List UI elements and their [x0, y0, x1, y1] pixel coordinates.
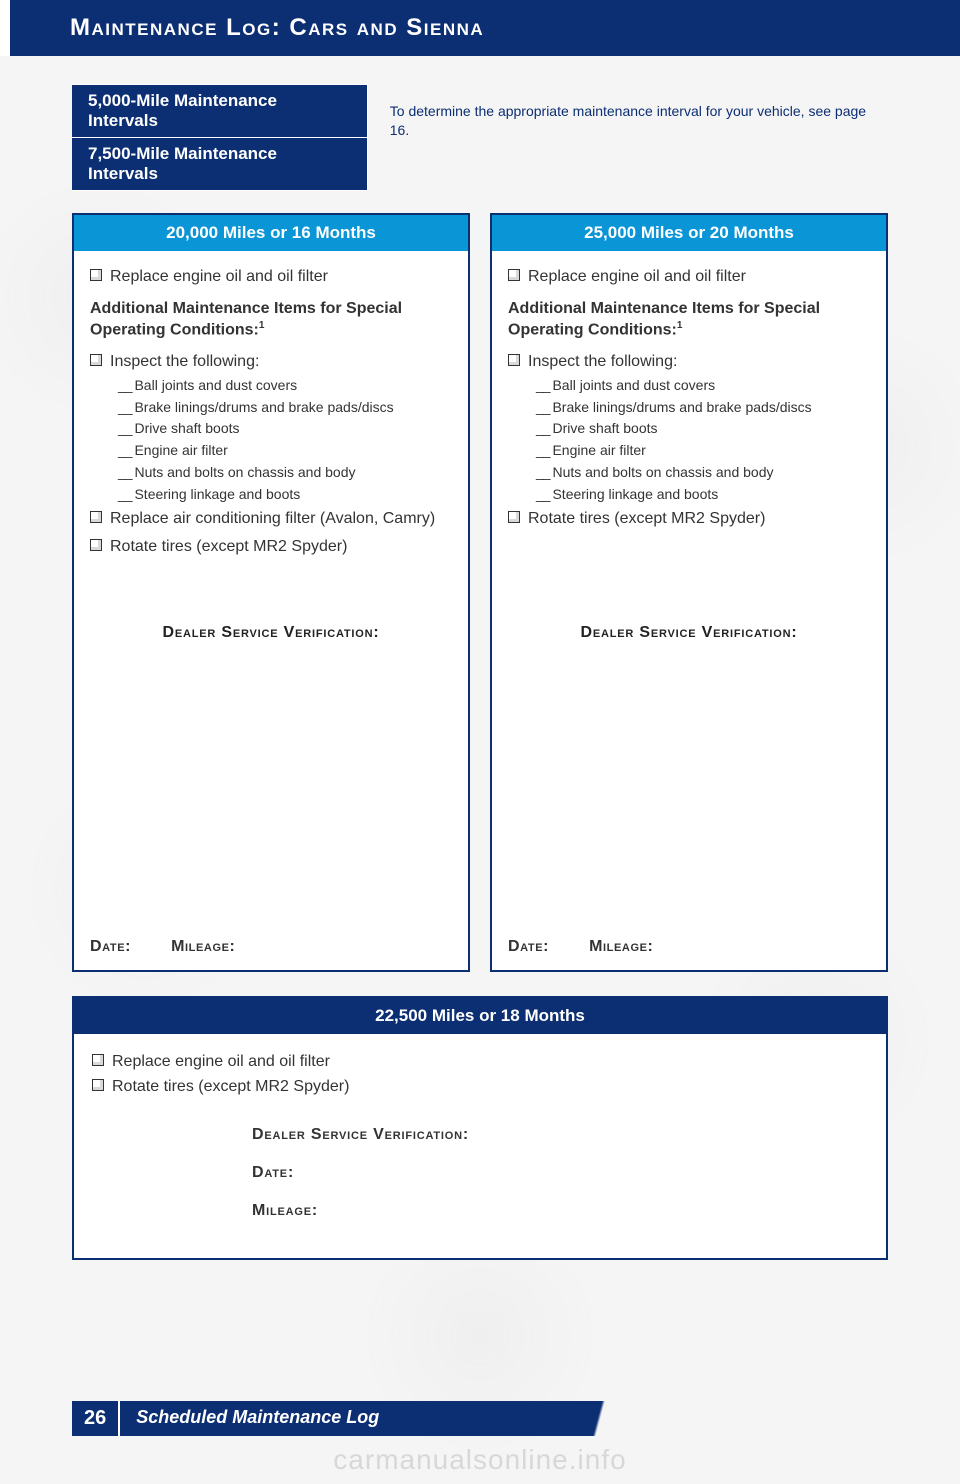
check-item: Rotate tires (except MR2 Spyder): [508, 508, 870, 530]
card-header-25000: 25,000 Miles or 20 Months: [492, 215, 886, 251]
check-item: Inspect the following:: [90, 351, 452, 373]
card-25000: 25,000 Miles or 20 Months Replace engine…: [490, 213, 888, 972]
inspect-item: Engine air filter: [118, 440, 452, 462]
check-text: Replace engine oil and oil filter: [112, 1051, 330, 1073]
inspect-item: Nuts and bolts on chassis and body: [118, 462, 452, 484]
check-item: Replace air conditioning filter (Avalon,…: [90, 508, 452, 530]
check-item: Rotate tires (except MR2 Spyder): [92, 1076, 868, 1098]
interval-badges: 5,000-Mile Maintenance Intervals 7,500-M…: [72, 84, 368, 191]
checkbox-icon: [92, 1054, 104, 1066]
special-heading-text: Additional Maintenance Items for Special…: [90, 300, 402, 339]
source-watermark: carmanualsonline.info: [0, 1444, 960, 1476]
check-text: Replace air conditioning filter (Avalon,…: [110, 508, 435, 530]
check-item: Inspect the following:: [508, 351, 870, 373]
footer-label: Scheduled Maintenance Log: [118, 1401, 599, 1436]
special-heading-text: Additional Maintenance Items for Special…: [508, 300, 820, 339]
checkbox-icon: [508, 269, 520, 281]
inspect-list: Ball joints and dust covers Brake lining…: [536, 375, 870, 505]
verification-label: Dealer Service Verification:: [508, 624, 870, 642]
mileage-label: Mileage:: [589, 938, 870, 956]
checkbox-icon: [90, 354, 102, 366]
inspect-item: Engine air filter: [536, 440, 870, 462]
footer-bar: 26 Scheduled Maintenance Log: [72, 1401, 599, 1436]
check-item: Rotate tires (except MR2 Spyder): [90, 536, 452, 558]
two-column-cards: 20,000 Miles or 16 Months Replace engine…: [72, 213, 888, 972]
check-text: Rotate tires (except MR2 Spyder): [110, 536, 347, 558]
date-label: Date:: [90, 938, 131, 956]
check-text: Replace engine oil and oil filter: [528, 266, 746, 288]
inspect-item: Steering linkage and boots: [536, 484, 870, 506]
inspect-item: Nuts and bolts on chassis and body: [536, 462, 870, 484]
interval-note: To determine the appropriate maintenance…: [390, 84, 888, 140]
card-20000: 20,000 Miles or 16 Months Replace engine…: [72, 213, 470, 972]
date-mileage-row: Date: Mileage:: [90, 938, 452, 956]
interval-badge-5000: 5,000-Mile Maintenance Intervals: [72, 84, 368, 137]
wide-lower-labels: Dealer Service Verification: Date: Milea…: [252, 1126, 868, 1220]
card-body-25000: Replace engine oil and oil filter Additi…: [492, 251, 886, 970]
check-text: Inspect the following:: [528, 351, 677, 373]
inspect-item: Brake linings/drums and brake pads/discs: [536, 397, 870, 419]
check-item: Replace engine oil and oil filter: [90, 266, 452, 288]
inspect-item: Brake linings/drums and brake pads/discs: [118, 397, 452, 419]
page-content: 5,000-Mile Maintenance Intervals 7,500-M…: [0, 84, 960, 1260]
check-item: Replace engine oil and oil filter: [92, 1051, 868, 1073]
spacer: [508, 533, 870, 601]
card-header-22500: 22,500 Miles or 18 Months: [74, 998, 886, 1034]
verification-label: Dealer Service Verification:: [252, 1126, 868, 1144]
spacer: [90, 666, 452, 926]
checkbox-icon: [90, 269, 102, 281]
inspect-item: Drive shaft boots: [118, 418, 452, 440]
card-body-20000: Replace engine oil and oil filter Additi…: [74, 251, 468, 970]
verification-label: Dealer Service Verification:: [90, 624, 452, 642]
checkbox-icon: [508, 354, 520, 366]
card-body-22500: Replace engine oil and oil filter Rotate…: [74, 1034, 886, 1257]
footnote-1: 1: [259, 320, 265, 331]
inspect-item: Ball joints and dust covers: [536, 375, 870, 397]
checkbox-icon: [508, 511, 520, 523]
check-text: Replace engine oil and oil filter: [110, 266, 328, 288]
check-text: Rotate tires (except MR2 Spyder): [112, 1076, 349, 1098]
date-label: Date:: [508, 938, 549, 956]
inspect-list: Ball joints and dust covers Brake lining…: [118, 375, 452, 505]
mileage-label: Mileage:: [252, 1202, 868, 1220]
inspect-item: Ball joints and dust covers: [118, 375, 452, 397]
interval-badge-7500: 7,500-Mile Maintenance Intervals: [72, 137, 368, 191]
footnote-1: 1: [677, 320, 683, 331]
checkbox-icon: [90, 539, 102, 551]
page-number: 26: [72, 1401, 118, 1436]
checkbox-icon: [92, 1079, 104, 1091]
date-label: Date:: [252, 1164, 868, 1182]
mileage-label: Mileage:: [171, 938, 452, 956]
check-text: Inspect the following:: [110, 351, 259, 373]
check-text: Rotate tires (except MR2 Spyder): [528, 508, 765, 530]
check-item: Replace engine oil and oil filter: [508, 266, 870, 288]
inspect-item: Drive shaft boots: [536, 418, 870, 440]
inspect-item: Steering linkage and boots: [118, 484, 452, 506]
card-22500: 22,500 Miles or 18 Months Replace engine…: [72, 996, 888, 1259]
card-header-20000: 20,000 Miles or 16 Months: [74, 215, 468, 251]
date-mileage-row: Date: Mileage:: [508, 938, 870, 956]
spacer: [90, 560, 452, 600]
checkbox-icon: [90, 511, 102, 523]
spacer: [508, 666, 870, 926]
page-title: Maintenance Log: Cars and Sienna: [0, 0, 960, 56]
special-heading: Additional Maintenance Items for Special…: [508, 299, 870, 342]
special-heading: Additional Maintenance Items for Special…: [90, 299, 452, 342]
intervals-row: 5,000-Mile Maintenance Intervals 7,500-M…: [72, 84, 888, 191]
